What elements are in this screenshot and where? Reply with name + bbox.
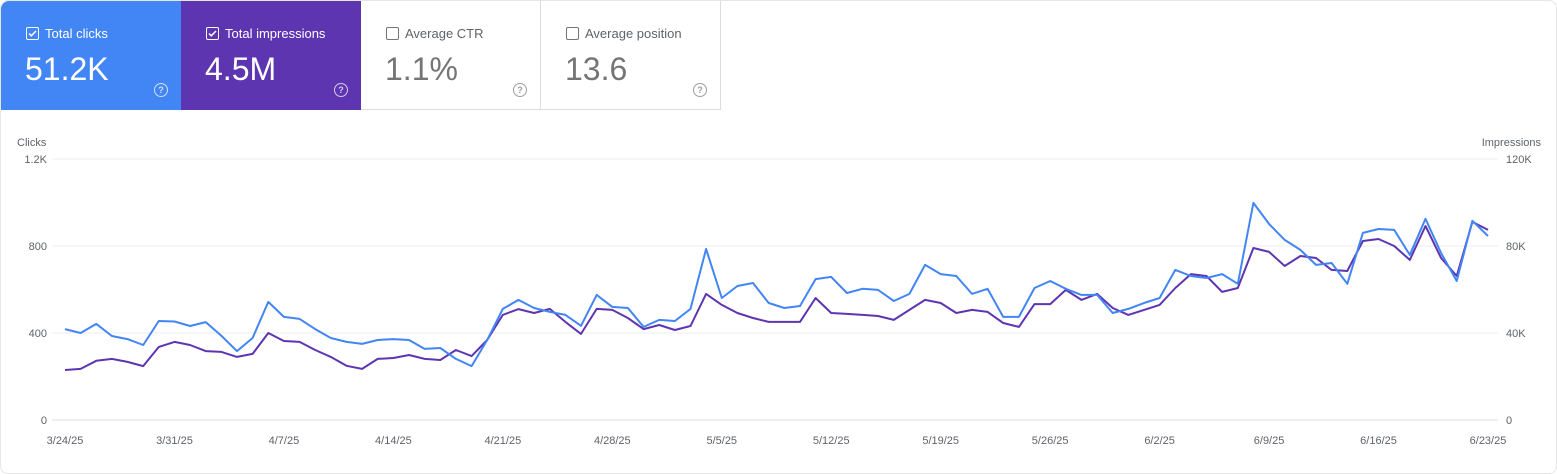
metric-label: Average position [585, 26, 682, 41]
metric-value: 4.5M [205, 51, 277, 87]
right-axis-tick-label: 80K [1506, 241, 1526, 253]
x-axis-tick-label: 5/19/25 [922, 435, 959, 447]
help-icon[interactable]: ? [693, 83, 707, 97]
series-line-clicks [64, 201, 1489, 368]
x-axis-tick-label: 5/5/25 [706, 435, 737, 447]
x-axis-tick-label: 3/24/25 [47, 435, 84, 447]
metric-value: 51.2K [25, 51, 109, 87]
metric-card-total-clicks[interactable]: Total clicks 51.2K ? [1, 1, 181, 110]
series-line-impressions [64, 220, 1489, 371]
right-axis-title: Impressions [1482, 137, 1542, 149]
right-axis-tick-label: 120K [1506, 154, 1532, 166]
metric-value: 13.6 [565, 51, 628, 87]
left-axis-title: Clicks [17, 137, 47, 149]
x-axis-tick-label: 3/31/25 [156, 435, 193, 447]
x-axis-tick-label: 5/26/25 [1032, 435, 1069, 447]
metric-label: Total impressions [225, 26, 326, 41]
left-axis-tick-label: 800 [29, 241, 47, 253]
help-icon[interactable]: ? [513, 83, 527, 97]
x-axis-tick-label: 4/14/25 [375, 435, 412, 447]
checkbox-unchecked-icon[interactable] [566, 27, 579, 40]
metric-value: 1.1% [385, 51, 458, 87]
metric-label: Average CTR [405, 26, 484, 41]
left-axis-tick-label: 0 [41, 415, 47, 427]
x-axis-tick-label: 4/7/25 [269, 435, 300, 447]
x-axis-tick-label: 4/21/25 [484, 435, 521, 447]
right-axis-tick-label: 40K [1506, 328, 1526, 340]
right-axis-tick-label: 0 [1506, 415, 1512, 427]
left-axis-tick-label: 400 [29, 328, 47, 340]
checkbox-checked-icon[interactable] [26, 27, 39, 40]
metric-card-average-position[interactable]: Average position 13.6 ? [541, 1, 721, 110]
x-axis-tick-label: 6/23/25 [1470, 435, 1507, 447]
checkbox-unchecked-icon[interactable] [386, 27, 399, 40]
metric-card-average-ctr[interactable]: Average CTR 1.1% ? [361, 1, 541, 110]
x-axis-tick-label: 4/28/25 [594, 435, 631, 447]
checkbox-checked-icon[interactable] [206, 27, 219, 40]
metric-card-total-impressions[interactable]: Total impressions 4.5M ? [181, 1, 361, 110]
x-axis-tick-label: 5/12/25 [813, 435, 850, 447]
left-axis-tick-label: 1.2K [24, 154, 47, 166]
x-axis-tick-label: 6/9/25 [1254, 435, 1285, 447]
x-axis-tick-label: 6/2/25 [1144, 435, 1175, 447]
help-icon[interactable]: ? [154, 83, 168, 97]
help-icon[interactable]: ? [334, 83, 348, 97]
x-axis-tick-label: 6/16/25 [1360, 435, 1397, 447]
metric-label: Total clicks [45, 26, 108, 41]
